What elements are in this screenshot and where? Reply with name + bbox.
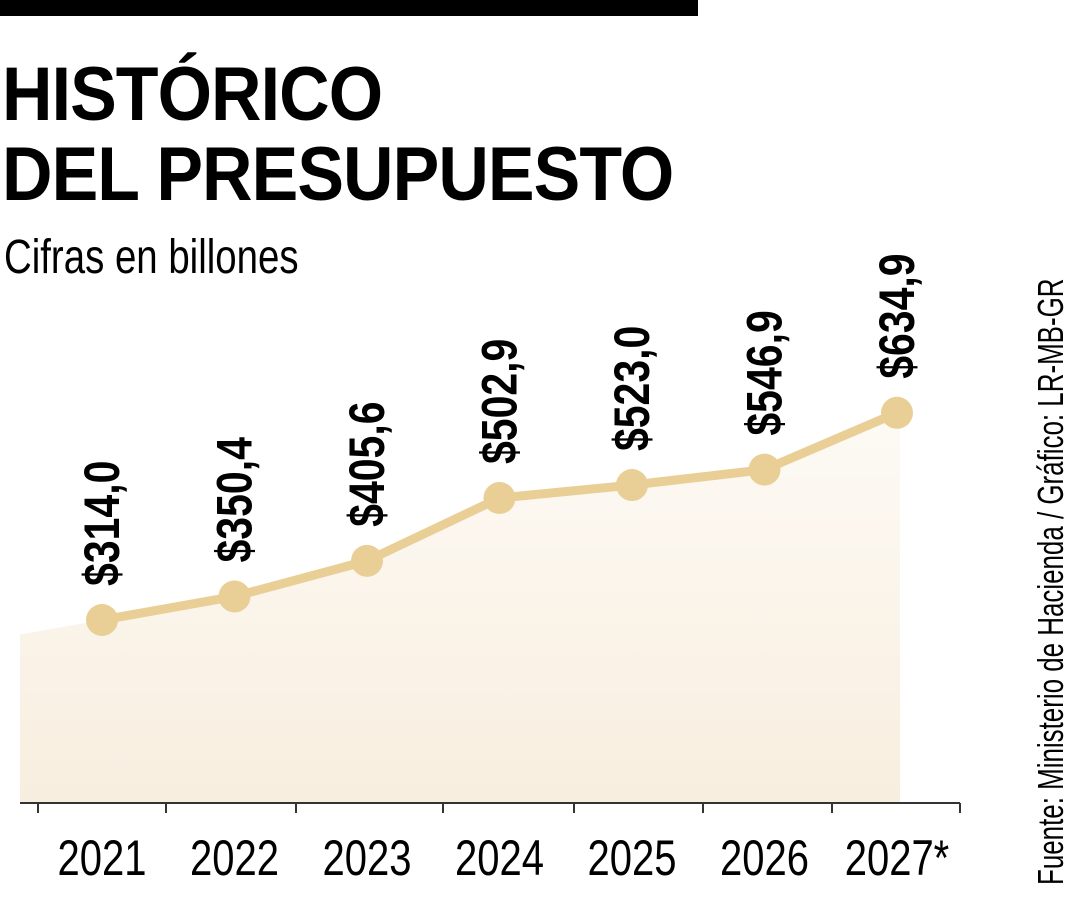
- data-point: [86, 603, 118, 636]
- x-tick-label: 2025: [588, 830, 677, 886]
- header-bar: [0, 0, 698, 16]
- data-point: [218, 580, 251, 613]
- data-point: [616, 469, 648, 502]
- data-label: $405,6: [339, 401, 395, 526]
- x-tick-label: 2021: [58, 830, 147, 886]
- x-tick-label: 2026: [720, 830, 809, 886]
- x-tick-label: 2023: [323, 830, 412, 886]
- data-label: $350,4: [207, 437, 263, 563]
- chart-title: HISTÓRICO DEL PRESUPUESTO: [2, 52, 674, 217]
- data-point: [748, 453, 781, 486]
- data-point: [351, 544, 383, 577]
- data-label: $502,9: [472, 339, 528, 464]
- data-label: $314,0: [74, 461, 130, 586]
- data-point: [483, 482, 516, 515]
- chart-subtitle: Cifras en billones: [4, 231, 299, 284]
- title-line-1: HISTÓRICO: [2, 52, 383, 137]
- title-line-2: DEL PRESUPUESTO: [2, 132, 674, 217]
- line-chart: $314,0 $350,4 $405,6 $502,9 $523,0 $546,9 $634…: [20, 253, 961, 886]
- x-tick-label: 2022: [190, 830, 279, 886]
- x-tick-label: 2024: [455, 830, 544, 886]
- x-tick-label: 2027*: [845, 830, 950, 886]
- data-label: $546,9: [737, 310, 793, 435]
- area-fill: [20, 412, 900, 803]
- source-credit: Fuente: Ministerio de Hacienda / Gráfico…: [1030, 278, 1071, 885]
- data-label: $523,0: [604, 326, 660, 451]
- data-point: [881, 396, 913, 429]
- data-label: $634,9: [869, 253, 925, 378]
